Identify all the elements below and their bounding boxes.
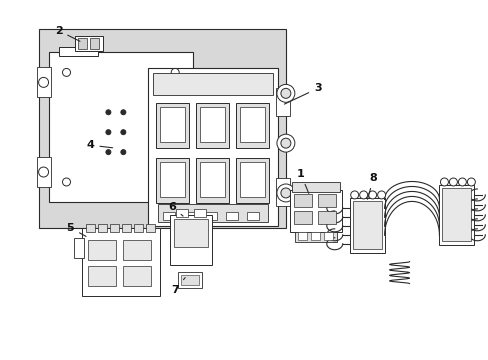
- Circle shape: [440, 178, 447, 186]
- Circle shape: [121, 150, 125, 154]
- Circle shape: [62, 178, 70, 186]
- Bar: [240, 162, 264, 197]
- Bar: [37, 67, 50, 97]
- Bar: [352, 201, 381, 249]
- Circle shape: [276, 134, 294, 152]
- Bar: [78, 37, 87, 49]
- Bar: [289, 190, 341, 232]
- Circle shape: [39, 77, 48, 87]
- Bar: [75, 36, 103, 50]
- Bar: [158, 204, 267, 222]
- Circle shape: [106, 130, 111, 135]
- Text: 7: 7: [171, 278, 185, 294]
- Bar: [294, 232, 336, 242]
- Text: 8: 8: [366, 173, 377, 199]
- Bar: [200, 107, 224, 142]
- Bar: [275, 88, 289, 116]
- Bar: [310, 232, 319, 240]
- Circle shape: [467, 178, 474, 186]
- Bar: [123, 266, 151, 285]
- Bar: [225, 212, 238, 220]
- Text: 4: 4: [86, 140, 112, 150]
- Bar: [194, 209, 205, 217]
- Text: 1: 1: [296, 169, 308, 193]
- Bar: [246, 212, 259, 220]
- Circle shape: [280, 88, 290, 98]
- Text: 5: 5: [66, 223, 86, 237]
- Bar: [37, 157, 50, 187]
- Circle shape: [276, 184, 294, 202]
- Bar: [323, 232, 332, 240]
- Circle shape: [106, 110, 111, 115]
- Circle shape: [171, 178, 179, 186]
- Bar: [236, 103, 268, 148]
- Bar: [291, 182, 339, 192]
- Bar: [153, 73, 272, 95]
- Bar: [293, 211, 311, 224]
- Bar: [88, 266, 116, 285]
- Circle shape: [368, 191, 376, 199]
- Bar: [86, 224, 95, 232]
- Bar: [184, 212, 196, 220]
- Bar: [174, 219, 208, 247]
- Circle shape: [276, 84, 294, 102]
- Bar: [88, 240, 116, 260]
- Text: 2: 2: [55, 26, 80, 41]
- Bar: [123, 240, 151, 260]
- Text: 6: 6: [168, 202, 183, 216]
- Bar: [163, 212, 175, 220]
- Bar: [82, 228, 160, 296]
- Bar: [293, 194, 311, 207]
- Bar: [275, 178, 289, 206]
- Bar: [297, 232, 306, 240]
- Bar: [39, 28, 285, 228]
- Bar: [442, 188, 470, 241]
- Circle shape: [121, 110, 125, 115]
- Bar: [156, 158, 189, 203]
- Bar: [59, 46, 98, 57]
- Bar: [156, 103, 189, 148]
- Bar: [439, 185, 473, 245]
- Bar: [349, 198, 384, 253]
- Bar: [148, 68, 277, 226]
- Bar: [236, 158, 268, 203]
- Bar: [160, 162, 185, 197]
- Bar: [122, 224, 131, 232]
- Circle shape: [448, 178, 456, 186]
- Circle shape: [106, 150, 111, 154]
- Bar: [176, 209, 188, 217]
- Bar: [196, 103, 228, 148]
- Circle shape: [280, 138, 290, 148]
- Bar: [74, 238, 84, 258]
- Circle shape: [359, 191, 367, 199]
- Bar: [317, 194, 335, 207]
- Bar: [48, 53, 193, 202]
- Circle shape: [280, 188, 290, 198]
- Text: 3: 3: [284, 84, 321, 104]
- Bar: [146, 224, 155, 232]
- Circle shape: [457, 178, 466, 186]
- Bar: [204, 212, 217, 220]
- Circle shape: [377, 191, 385, 199]
- Bar: [181, 275, 199, 285]
- Bar: [170, 215, 212, 265]
- Bar: [196, 158, 228, 203]
- Bar: [178, 272, 202, 288]
- Bar: [240, 107, 264, 142]
- Bar: [110, 224, 119, 232]
- Circle shape: [350, 191, 358, 199]
- Bar: [317, 211, 335, 224]
- Circle shape: [62, 68, 70, 76]
- Bar: [90, 37, 99, 49]
- Circle shape: [171, 68, 179, 76]
- Bar: [98, 224, 107, 232]
- Bar: [200, 162, 224, 197]
- Circle shape: [121, 130, 125, 135]
- Circle shape: [39, 167, 48, 177]
- Bar: [134, 224, 143, 232]
- Bar: [160, 107, 185, 142]
